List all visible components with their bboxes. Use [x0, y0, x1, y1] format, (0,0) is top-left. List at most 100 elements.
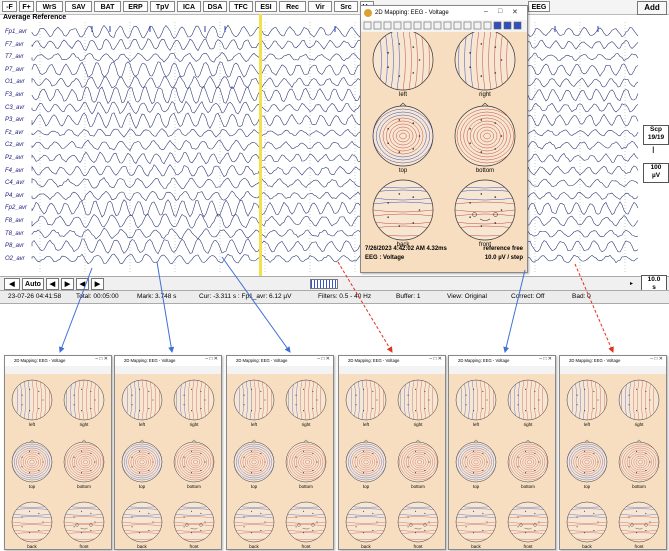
- eeg-trace: [31, 111, 639, 129]
- toolbar-button-f-[interactable]: F+: [19, 1, 34, 12]
- channel-label[interactable]: P3_avr: [5, 117, 25, 124]
- playback-controls: ◀ Auto ◀ ▶ ◀ ▶ ▸: [0, 276, 669, 291]
- thumbnail-window[interactable]: 2D Mapping: EEG - Voltage – □ ✕ left right t…: [559, 355, 667, 550]
- thumbnail-window[interactable]: 2D Mapping: EEG - Voltage – □ ✕ left right t…: [338, 355, 446, 550]
- toolbar-button-wrs[interactable]: WrS: [36, 1, 63, 12]
- window-controls-icon[interactable]: – □ ✕: [205, 356, 218, 362]
- scroll-right-icon[interactable]: ▸: [630, 281, 634, 287]
- thumbnail-window[interactable]: 2D Mapping: EEG - Voltage – □ ✕ left right t…: [448, 355, 556, 550]
- toolbar-button-tpv[interactable]: TpV: [150, 1, 175, 12]
- toolbar-button-vir[interactable]: Vir: [308, 1, 332, 12]
- map-mode: EEG : Voltage: [365, 255, 405, 261]
- toolbar-button-src[interactable]: Src: [334, 1, 358, 12]
- head-map-right: [285, 379, 327, 421]
- toolbar-button-erp[interactable]: ERP: [123, 1, 148, 12]
- scp-button[interactable]: Scp 19/19: [643, 125, 669, 145]
- toolbar-button-tfc[interactable]: TFC: [229, 1, 253, 12]
- status-bar: 23-07-26 04:41:58 Total: 00:05:00 Mark: …: [0, 290, 669, 304]
- uv-scale-button[interactable]: 100 µV: [643, 163, 669, 183]
- time-cursor[interactable]: [259, 14, 262, 278]
- thumbnail-window[interactable]: 2D Mapping: EEG - Voltage – □ ✕ left right t…: [4, 355, 112, 550]
- prev-page-button[interactable]: ◀: [4, 278, 20, 290]
- toolbar-button-rec[interactable]: Rec: [279, 1, 306, 12]
- add-button[interactable]: Add: [637, 1, 667, 15]
- eeg-trace: [31, 75, 639, 90]
- channel-label[interactable]: Fp1_avr: [5, 29, 28, 35]
- play-right-button[interactable]: ▶: [61, 278, 74, 290]
- thumbnail-view-label: top: [138, 484, 146, 489]
- channel-label[interactable]: Pz_avr: [5, 155, 24, 161]
- channel-label[interactable]: Fp2_avr: [5, 205, 28, 212]
- minimize-icon[interactable]: –: [484, 8, 488, 15]
- window-controls-icon[interactable]: – □ ✕: [539, 356, 552, 362]
- mapping-window-title: 2D Mapping: EEG - Voltage: [361, 6, 527, 20]
- head-map-bottom: [507, 439, 549, 483]
- head-map-bottom: [397, 439, 439, 483]
- maximize-icon[interactable]: □: [498, 8, 503, 15]
- toolbar-button-esi[interactable]: ESI: [255, 1, 277, 12]
- channel-label[interactable]: O1_avr: [5, 79, 25, 86]
- channel-label[interactable]: Cz_avr: [5, 142, 25, 149]
- head-map-top: [11, 439, 53, 483]
- channel-label[interactable]: F8_avr: [5, 218, 24, 224]
- channel-label[interactable]: F3_avr: [5, 92, 24, 98]
- channel-label[interactable]: F7_avr: [5, 41, 24, 48]
- eeg-trace: [31, 61, 639, 78]
- close-icon[interactable]: ✕: [512, 9, 518, 16]
- thumbnail-title: 2D Mapping: EEG - Voltage: [5, 356, 111, 366]
- step-forward-button[interactable]: ▶: [91, 278, 104, 290]
- thumbnail-view-label: front: [413, 544, 423, 549]
- head-maps: [372, 32, 516, 241]
- eeg-trace: [31, 199, 639, 218]
- eeg-trace: [31, 227, 639, 240]
- thumbnail-view-label: right: [634, 422, 644, 427]
- channel-label[interactable]: P4_avr: [5, 192, 25, 199]
- thumbnail-view-label: top: [583, 484, 591, 489]
- mapping-window-main[interactable]: 2D Mapping: EEG - Voltage – □ ✕ 7/26/202…: [360, 5, 528, 273]
- eeg-trace: [31, 238, 639, 255]
- view-label-left: left: [398, 92, 407, 98]
- thumbnail-canvas: left right top bottom back front: [449, 374, 555, 549]
- scroll-position-marker[interactable]: [310, 279, 338, 289]
- channel-label[interactable]: O2_avr: [5, 255, 25, 262]
- thumbnail-head-maps: [566, 379, 660, 543]
- eeg-trace-area[interactable]: Fp1_avr F7_avr T7_avr P7_avr O1_avr F3_avr C3_…: [0, 22, 640, 274]
- channel-label[interactable]: F4_avr: [5, 167, 24, 174]
- channel-label[interactable]: P7_avr: [5, 66, 25, 73]
- window-controls-icon[interactable]: – □ ✕: [429, 356, 442, 362]
- toolbar-button-ica[interactable]: ICA: [177, 1, 201, 12]
- mapping-toolbar-icons[interactable]: [361, 20, 527, 32]
- auto-button[interactable]: Auto: [22, 278, 44, 290]
- channel-label[interactable]: P8_avr: [5, 243, 25, 250]
- head-map-front: [454, 179, 516, 241]
- channel-label[interactable]: T7_avr: [5, 54, 24, 61]
- window-controls-icon[interactable]: – □ ✕: [317, 356, 330, 362]
- top-toolbar: -F F+ WrS SAV BAT ERP TpV ICA DSA TFC ESI Rec Vir Src…: [0, 0, 669, 15]
- thumbnail-view-label: right: [301, 422, 311, 427]
- channel-label[interactable]: Fz_avr: [5, 129, 24, 136]
- head-map-front: [285, 501, 327, 543]
- toolbar-button-bat[interactable]: BAT: [94, 1, 121, 12]
- window-controls-icon[interactable]: – □ ✕: [650, 356, 663, 362]
- play-left-button[interactable]: ◀: [46, 278, 59, 290]
- channel-label[interactable]: C3_avr: [5, 104, 25, 111]
- channel-label[interactable]: T8_avr: [5, 230, 24, 237]
- thumbnail-view-label: back: [27, 544, 37, 549]
- thumbnail-head-maps: [233, 379, 327, 543]
- thumbnail-window[interactable]: 2D Mapping: EEG - Voltage – □ ✕ left right t…: [114, 355, 222, 550]
- head-map-top: [566, 439, 608, 483]
- head-map-bottom: [454, 102, 516, 167]
- toolbar-button-dsa[interactable]: DSA: [203, 1, 227, 12]
- eeg-trace: [31, 190, 639, 202]
- toolbar-button-sav[interactable]: SAV: [65, 1, 92, 12]
- head-map-right: [173, 379, 215, 421]
- step-back-button[interactable]: ◀: [76, 278, 89, 290]
- head-map-front: [63, 501, 105, 543]
- window-controls-icon[interactable]: – □ ✕: [95, 356, 108, 362]
- thumbnail-view-label: bottom: [411, 484, 425, 489]
- thumbnail-window[interactable]: 2D Mapping: EEG - Voltage – □ ✕ left right t…: [226, 355, 334, 550]
- montage-label: Average Reference: [3, 14, 67, 21]
- toolbar-button--f[interactable]: -F: [2, 1, 17, 12]
- channel-label[interactable]: C4_avr: [5, 180, 25, 187]
- toolbar-button-eeg[interactable]: EEG: [528, 1, 550, 12]
